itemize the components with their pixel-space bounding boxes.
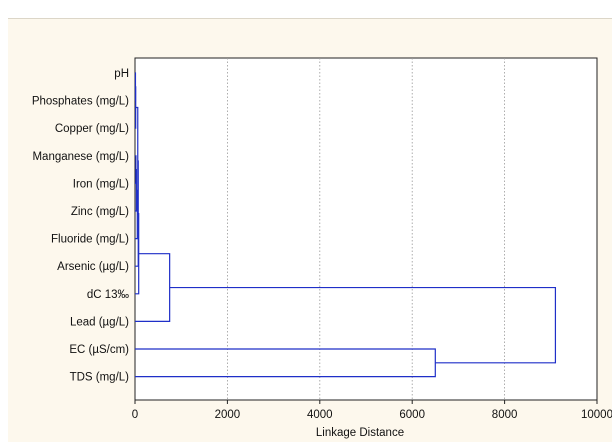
leaf-label-5: Zinc (mg/L) (71, 206, 129, 218)
x-tick-label-10000: 10000 (581, 409, 612, 421)
leaf-labels: pH Phosphates (mg/L) Copper (mg/L) Manganes… (32, 68, 130, 384)
leaf-label-0: pH (114, 68, 129, 80)
x-tick-label-0: 0 (132, 409, 138, 421)
x-tick-label-2000: 2000 (215, 409, 241, 421)
leaf-label-4: Iron (mg/L) (73, 178, 129, 190)
leaf-label-2: Copper (mg/L) (55, 123, 129, 135)
leaf-label-7: Arsenic (µg/L) (57, 261, 129, 273)
x-axis-title: Linkage Distance (316, 427, 404, 439)
leaf-label-3: Manganese (mg/L) (32, 151, 129, 163)
x-axis-ticks: 0 2000 4000 6000 8000 10000 (132, 400, 612, 421)
leaf-label-9: Lead (µg/L) (70, 316, 129, 328)
leaf-label-6: Fluoride (mg/L) (51, 234, 129, 246)
dendrogram-link-1 (135, 87, 136, 128)
leaf-label-8: dC 13‰ (87, 289, 130, 301)
x-tick-label-6000: 6000 (399, 409, 425, 421)
leaf-label-1: Phosphates (mg/L) (32, 96, 129, 108)
x-tick-label-8000: 8000 (492, 409, 518, 421)
x-tick-label-4000: 4000 (307, 409, 333, 421)
leaf-label-11: TDS (mg/L) (70, 372, 130, 384)
leaf-label-10: EC (µS/cm) (69, 344, 129, 356)
